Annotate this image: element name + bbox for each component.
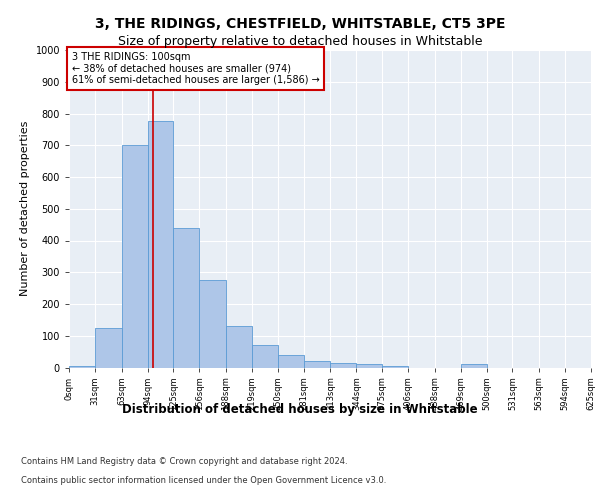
Bar <box>95 328 122 368</box>
Bar <box>173 228 199 368</box>
Bar <box>304 360 331 368</box>
Bar <box>148 122 173 368</box>
Y-axis label: Number of detached properties: Number of detached properties <box>20 121 30 296</box>
Bar <box>278 355 304 368</box>
Bar <box>382 366 408 368</box>
Bar <box>122 145 148 368</box>
Bar <box>199 280 226 368</box>
Text: Contains HM Land Registry data © Crown copyright and database right 2024.: Contains HM Land Registry data © Crown c… <box>21 458 347 466</box>
Bar <box>226 326 252 368</box>
Text: Contains public sector information licensed under the Open Government Licence v3: Contains public sector information licen… <box>21 476 386 485</box>
Bar <box>356 364 382 368</box>
Bar <box>252 346 278 368</box>
Text: Size of property relative to detached houses in Whitstable: Size of property relative to detached ho… <box>118 35 482 48</box>
Text: 3, THE RIDINGS, CHESTFIELD, WHITSTABLE, CT5 3PE: 3, THE RIDINGS, CHESTFIELD, WHITSTABLE, … <box>95 18 505 32</box>
Bar <box>331 362 356 368</box>
Bar <box>461 364 487 368</box>
Text: Distribution of detached houses by size in Whitstable: Distribution of detached houses by size … <box>122 402 478 415</box>
Bar <box>69 366 95 368</box>
Text: 3 THE RIDINGS: 100sqm
← 38% of detached houses are smaller (974)
61% of semi-det: 3 THE RIDINGS: 100sqm ← 38% of detached … <box>71 52 319 85</box>
